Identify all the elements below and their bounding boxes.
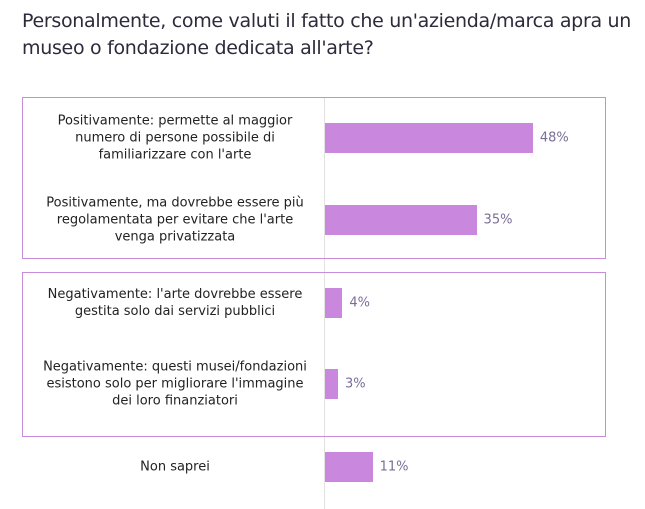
- bar: [325, 205, 477, 235]
- value-label: 35%: [483, 212, 513, 228]
- category-label: Positivamente: permette al maggior numer…: [57, 113, 293, 163]
- group-box-2: [22, 272, 606, 437]
- value-label: 4%: [349, 295, 370, 311]
- category-label: Non saprei: [140, 459, 210, 475]
- chart-title: Personalmente, come valuti il fatto che …: [22, 10, 632, 59]
- group-box-1: [22, 97, 606, 259]
- bar: [325, 452, 373, 482]
- value-label: 48%: [539, 130, 569, 146]
- bar: [325, 288, 343, 318]
- value-label: 11%: [379, 459, 409, 475]
- category-label: Positivamente, ma dovrebbe essere più re…: [46, 195, 304, 245]
- category-label: Negativamente: questi musei/fondazioni e…: [43, 359, 307, 409]
- value-label: 3%: [344, 376, 366, 392]
- bar: [325, 369, 338, 399]
- bar: [325, 123, 533, 153]
- category-label: Negativamente: l'arte dovrebbe essere ge…: [47, 287, 303, 319]
- axis-baseline: [324, 97, 325, 509]
